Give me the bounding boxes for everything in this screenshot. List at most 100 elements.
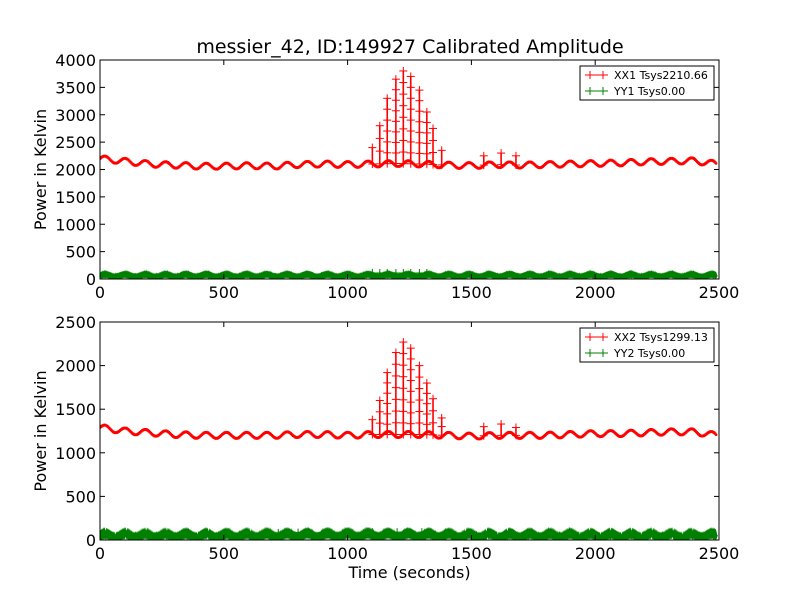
spike-marker: [399, 430, 408, 439]
series-2-2: [100, 526, 718, 540]
spike-marker: [294, 531, 303, 540]
spike-marker: [415, 407, 424, 416]
spike-marker: [391, 430, 400, 439]
spike-marker: [406, 398, 415, 407]
spike-marker: [375, 147, 384, 156]
spike-marker: [399, 384, 408, 393]
spike-marker: [415, 107, 424, 116]
x-tick-label: 0: [95, 283, 105, 302]
spike-marker: [383, 378, 392, 387]
spike-marker: [399, 136, 408, 145]
spike-marker: [415, 271, 424, 279]
spike-marker: [415, 419, 424, 428]
spike-marker: [391, 159, 400, 168]
y-tick-label: 0: [86, 531, 96, 550]
spike-marker: [383, 94, 392, 103]
spike-marker: [406, 354, 415, 363]
plot-area-1: [100, 66, 718, 279]
spike-marker: [399, 113, 408, 122]
x-tick-label: 2500: [699, 283, 740, 302]
x-tick-label: 1500: [451, 544, 492, 563]
spike-marker: [391, 96, 400, 105]
spike-marker: [391, 106, 400, 115]
spike-marker: [422, 399, 431, 408]
spike-marker: [383, 137, 392, 146]
spike-marker: [415, 396, 424, 405]
spike-marker: [422, 271, 431, 279]
spike-marker: [391, 395, 400, 404]
axes-frame: [99, 321, 720, 541]
spike-marker: [429, 160, 438, 169]
spike-marker: [422, 108, 431, 117]
spike-marker: [399, 159, 408, 168]
y-tick-label: 2500: [55, 313, 96, 332]
y-axis-label: Power in Kelvin: [31, 370, 50, 491]
spike-marker: [399, 66, 408, 75]
legend: XX2 Tsys1299.13 YY2 Tsys0.00: [579, 327, 715, 363]
spike-marker: [406, 344, 415, 353]
spike-marker: [422, 128, 431, 137]
spike-marker: [429, 430, 438, 439]
spike-marker: [375, 271, 384, 279]
y-tick-label: 2500: [55, 133, 96, 152]
spike-marker: [391, 85, 400, 94]
spike-marker: [368, 160, 377, 169]
spike-marker: [383, 420, 392, 429]
spike-marker: [391, 418, 400, 427]
spike-marker: [422, 139, 431, 148]
spike-marker: [368, 430, 377, 439]
spike-marker: [393, 531, 402, 540]
spike-marker: [415, 149, 424, 158]
spike-marker: [391, 348, 400, 357]
spike-marker: [437, 160, 446, 169]
spike-marker: [399, 395, 408, 404]
spike-marker: [497, 160, 506, 169]
legend-label: XX1 Tsys2210.66: [614, 69, 708, 82]
spike-marker: [415, 128, 424, 137]
x-tick-label: 500: [209, 283, 240, 302]
spike-marker: [415, 86, 424, 95]
spike-marker: [497, 420, 506, 429]
y-tick-label: 1500: [55, 400, 96, 419]
legend-label: YY1 Tsys0.00: [613, 85, 685, 98]
series-line: [100, 269, 718, 279]
spike-marker: [415, 384, 424, 393]
spike-marker: [511, 151, 520, 160]
spike-marker: [415, 117, 424, 126]
spike-marker: [383, 159, 392, 168]
chart-title: messier_42, ID:149927 Calibrated Amplitu…: [196, 36, 623, 58]
spike-marker: [406, 430, 415, 439]
spike-marker: [368, 271, 377, 279]
spike-marker: [415, 361, 424, 370]
x-tick-label: 1000: [327, 283, 368, 302]
legend-label: YY2 Tsys0.00: [613, 347, 685, 360]
spike-marker: [399, 372, 408, 381]
y-tick-label: 2000: [55, 161, 96, 180]
spike-marker: [399, 271, 408, 279]
spike-marker: [383, 399, 392, 408]
y-tick-label: 3500: [55, 78, 96, 97]
spike-marker: [391, 138, 400, 147]
spike-marker: [383, 271, 392, 279]
x-tick-label: 1500: [451, 283, 492, 302]
spike-marker: [497, 149, 506, 158]
legend-box: [579, 327, 715, 363]
legend-entry: XX1 Tsys2210.66: [585, 69, 708, 82]
plots-container: 0 500 1000 1500 2000 2500 0 500 1000 1500 2000 2500…: [31, 51, 739, 582]
spike-marker: [479, 161, 488, 170]
series-line: [100, 154, 718, 171]
x-axis-label: Time (seconds): [347, 563, 470, 582]
spike-marker: [375, 134, 384, 143]
legend-entry: XX2 Tsys1299.13: [585, 331, 708, 344]
spike-marker: [375, 407, 384, 416]
spike-marker: [406, 105, 415, 114]
spike-marker: [391, 117, 400, 126]
spike-marker: [383, 389, 392, 398]
spike-marker: [383, 368, 392, 377]
spike-marker: [399, 101, 408, 110]
y-axis-label: Power in Kelvin: [31, 109, 50, 230]
spike-marker: [368, 531, 377, 540]
spike-marker: [383, 409, 392, 418]
spike-marker: [375, 430, 384, 439]
series-1-1: [100, 66, 718, 171]
